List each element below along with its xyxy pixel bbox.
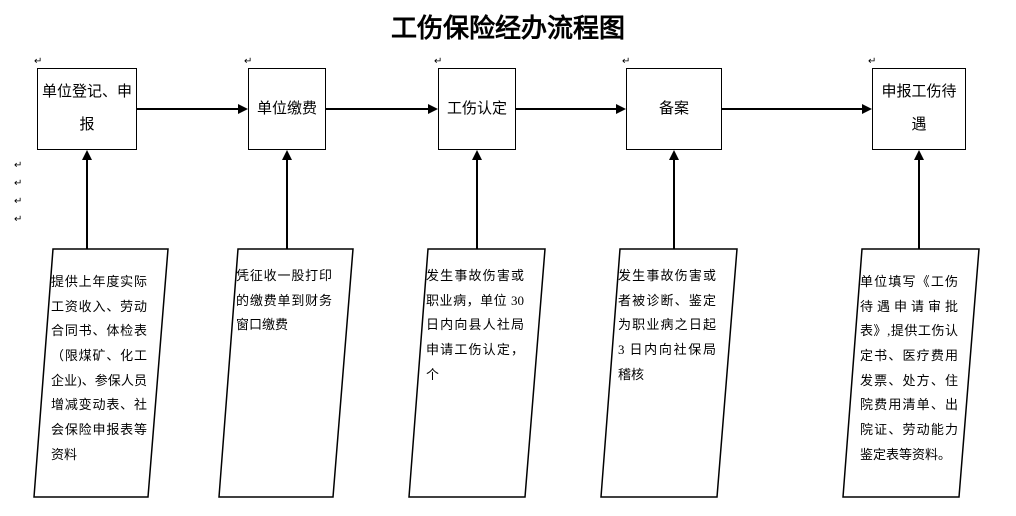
paragraph-mark-icon: ↵: [34, 56, 42, 67]
arrow-b3-b4: [516, 108, 617, 110]
paragraph-mark-icon: ↵: [434, 56, 442, 67]
diagram-title: 工伤保险经办流程图: [0, 8, 1016, 45]
step-record: 备案: [626, 68, 722, 150]
note-record-text: 发生事故伤害或者被诊断、鉴定为职业病之日起 3 日内向社保局稽核: [608, 256, 726, 395]
note-register-text: 提供上年度实际工资收入、劳动合同书、体检表（限煤矿、化工企业)、参保人员增减变动…: [41, 262, 157, 476]
note-benefit: 单位填写《工伤待遇申请审批表》,提供工伤认定书、医疗费用发票、处方、住院费用清单…: [842, 248, 980, 498]
step-record-label: 备案: [659, 93, 689, 126]
arrow-head-right-icon: [238, 104, 248, 114]
arrow-b4-b5: [722, 108, 863, 110]
arrow-head-up-icon: [472, 150, 482, 160]
paragraph-mark-icon: ↵: [14, 160, 22, 171]
arrow-p5-b5: [918, 159, 920, 249]
arrow-b2-b3: [326, 108, 429, 110]
arrow-head-up-icon: [82, 150, 92, 160]
step-payment-label: 单位缴费: [257, 93, 317, 126]
arrow-head-right-icon: [616, 104, 626, 114]
step-identify: 工伤认定: [438, 68, 516, 150]
note-identify-text: 发生事故伤害或职业病，单位 30 日内向县人社局申请工伤认定，个: [416, 256, 534, 395]
arrow-p1-b1: [86, 159, 88, 249]
arrow-head-up-icon: [282, 150, 292, 160]
paragraph-mark-icon: ↵: [14, 196, 22, 207]
arrow-p4-b4: [673, 159, 675, 249]
arrow-b1-b2: [137, 108, 239, 110]
paragraph-mark-icon: ↵: [14, 178, 22, 189]
step-payment: 单位缴费: [248, 68, 326, 150]
note-payment-text: 凭征收一股打印的缴费单到财务窗口缴费: [226, 256, 342, 346]
arrow-head-up-icon: [669, 150, 679, 160]
arrow-head-up-icon: [914, 150, 924, 160]
arrow-head-right-icon: [428, 104, 438, 114]
paragraph-mark-icon: ↵: [244, 56, 252, 67]
step-benefit: 申报工伤待遇: [872, 68, 966, 150]
note-benefit-text: 单位填写《工伤待遇申请审批表》,提供工伤认定书、医疗费用发票、处方、住院费用清单…: [850, 262, 968, 476]
note-payment: 凭征收一股打印的缴费单到财务窗口缴费: [218, 248, 354, 498]
note-record: 发生事故伤害或者被诊断、鉴定为职业病之日起 3 日内向社保局稽核: [600, 248, 738, 498]
step-register: 单位登记、申报: [37, 68, 137, 150]
step-benefit-label: 申报工伤待遇: [877, 76, 961, 142]
step-identify-label: 工伤认定: [447, 93, 507, 126]
diagram-title-text: 工伤保险经办流程图: [391, 13, 625, 43]
paragraph-mark-icon: ↵: [622, 56, 630, 67]
arrow-p3-b3: [476, 159, 478, 249]
arrow-head-right-icon: [862, 104, 872, 114]
note-identify: 发生事故伤害或职业病，单位 30 日内向县人社局申请工伤认定，个: [408, 248, 546, 498]
arrow-p2-b2: [286, 159, 288, 249]
step-register-label: 单位登记、申报: [42, 76, 132, 142]
paragraph-mark-icon: ↵: [868, 56, 876, 67]
note-register: 提供上年度实际工资收入、劳动合同书、体检表（限煤矿、化工企业)、参保人员增减变动…: [33, 248, 169, 498]
paragraph-mark-icon: ↵: [14, 214, 22, 225]
